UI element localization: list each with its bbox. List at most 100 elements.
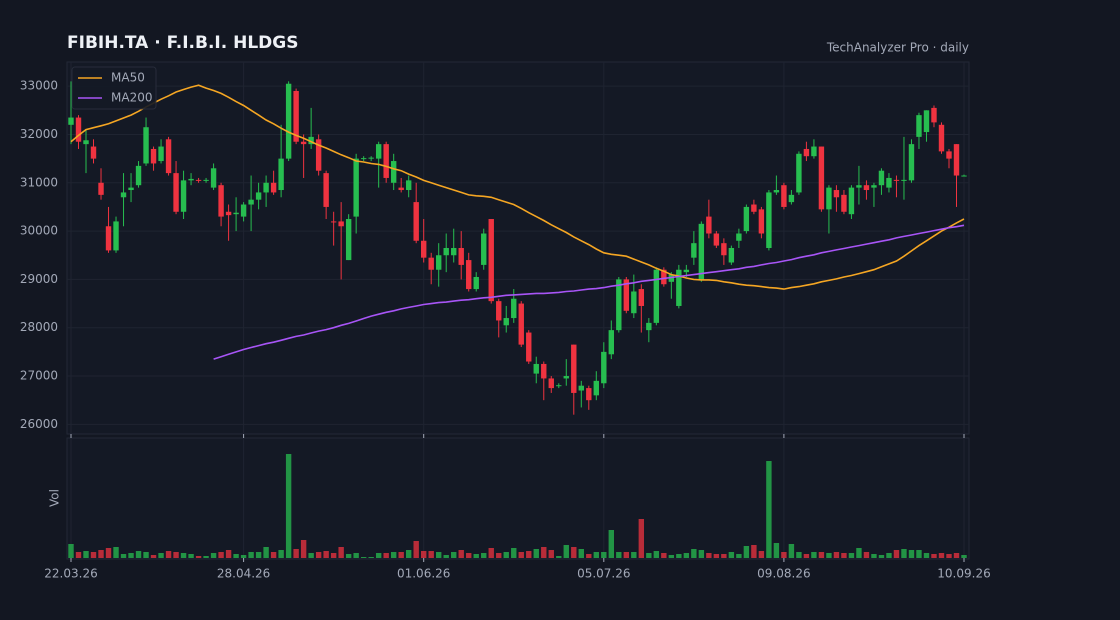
volume-bar	[255, 552, 262, 558]
candle-body	[443, 248, 449, 256]
candle-body	[646, 322, 652, 331]
volume-bar	[953, 553, 960, 558]
volume-bar	[773, 543, 780, 558]
volume-bar	[946, 554, 952, 558]
volume-bar	[128, 553, 134, 558]
candle-body	[781, 185, 787, 207]
volume-bar	[818, 552, 825, 558]
candle-body	[653, 269, 660, 323]
candle-body	[601, 351, 607, 384]
volume-bar	[743, 546, 750, 558]
volume-bar	[646, 553, 652, 558]
volume-bar	[781, 552, 787, 558]
y-tick-label: 29000	[20, 272, 58, 286]
candle-body	[105, 226, 112, 251]
volume-bar	[473, 554, 479, 558]
volume-bar	[841, 553, 847, 558]
candle-body	[586, 388, 592, 401]
candle-body	[901, 179, 907, 181]
candle-body	[841, 194, 847, 212]
volume-bar	[578, 549, 584, 558]
candle-body	[736, 233, 742, 241]
candle-body	[225, 211, 232, 216]
candle-body	[263, 182, 269, 193]
volume-bar	[405, 550, 412, 558]
candle-body	[233, 212, 239, 215]
volume-bar	[285, 454, 292, 558]
candle-body	[413, 202, 419, 241]
chart-title: FIBIH.TA · F.I.B.I. HLDGS	[67, 33, 298, 53]
volume-bar	[788, 544, 795, 558]
volume-bar	[631, 552, 637, 558]
x-tick-label: 28.04.26	[217, 567, 270, 581]
candle-body	[953, 144, 960, 176]
volume-bar	[533, 549, 539, 558]
candle-body	[923, 110, 930, 133]
candle-body	[436, 255, 442, 270]
candle-body	[218, 185, 224, 217]
candle-body	[631, 291, 637, 314]
candle-body	[488, 219, 494, 302]
volume-bar	[706, 553, 712, 558]
candle-body	[871, 185, 877, 188]
candle-body	[743, 206, 750, 232]
x-tick-label: 01.06.26	[397, 567, 450, 581]
candle-body	[721, 243, 727, 256]
volume-bar	[90, 552, 97, 558]
volume-bar	[893, 550, 900, 558]
legend: MA50 MA200	[71, 66, 157, 110]
volume-bar	[653, 551, 660, 558]
volume-bar	[878, 555, 885, 558]
candle-body	[608, 330, 615, 355]
volume-bar	[135, 551, 142, 558]
candle-body	[473, 276, 479, 290]
y-tick-label: 26000	[20, 417, 58, 431]
candle-body	[398, 187, 404, 191]
candle-body	[503, 318, 509, 326]
candle-body	[826, 187, 832, 210]
volume-bar	[811, 552, 817, 558]
candle-body	[68, 117, 74, 125]
candle-body	[113, 221, 119, 251]
candle-body	[143, 127, 149, 164]
candle-body	[90, 146, 97, 159]
candle-body	[758, 209, 765, 234]
candle-body	[466, 260, 472, 290]
legend-label: MA200	[111, 91, 152, 105]
volume-bar	[541, 547, 547, 558]
volume-bar	[451, 552, 457, 558]
candle-layer	[68, 81, 967, 415]
volume-bar	[683, 553, 690, 558]
candle-body	[338, 221, 344, 227]
candle-body	[428, 257, 434, 270]
volume-bar	[113, 547, 119, 558]
volume-bar	[638, 519, 645, 558]
candle-body	[496, 301, 502, 321]
volume-bar	[908, 550, 915, 558]
volume-bar	[203, 556, 209, 558]
volume-bar	[345, 554, 352, 558]
candle-body	[128, 187, 134, 191]
volume-bar	[796, 552, 802, 558]
candle-body	[788, 194, 795, 203]
candle-body	[818, 146, 825, 210]
candle-body	[375, 144, 382, 159]
volume-bar	[736, 554, 742, 558]
candle-body	[526, 332, 532, 362]
volume-bar	[833, 552, 840, 558]
volume-bar	[676, 554, 682, 558]
candle-body	[315, 139, 322, 171]
candle-body	[661, 269, 667, 285]
candle-body	[150, 148, 157, 164]
candle-body	[420, 240, 427, 258]
price-panel	[66, 61, 970, 435]
candle-body	[75, 117, 82, 142]
volume-bar	[586, 554, 592, 558]
volume-bar	[871, 554, 877, 558]
volume-bar	[240, 555, 247, 558]
candle-body	[893, 179, 900, 181]
volume-bar	[518, 552, 524, 558]
volume-bar	[848, 553, 855, 558]
candle-body	[766, 192, 772, 248]
volume-bar	[218, 552, 224, 558]
